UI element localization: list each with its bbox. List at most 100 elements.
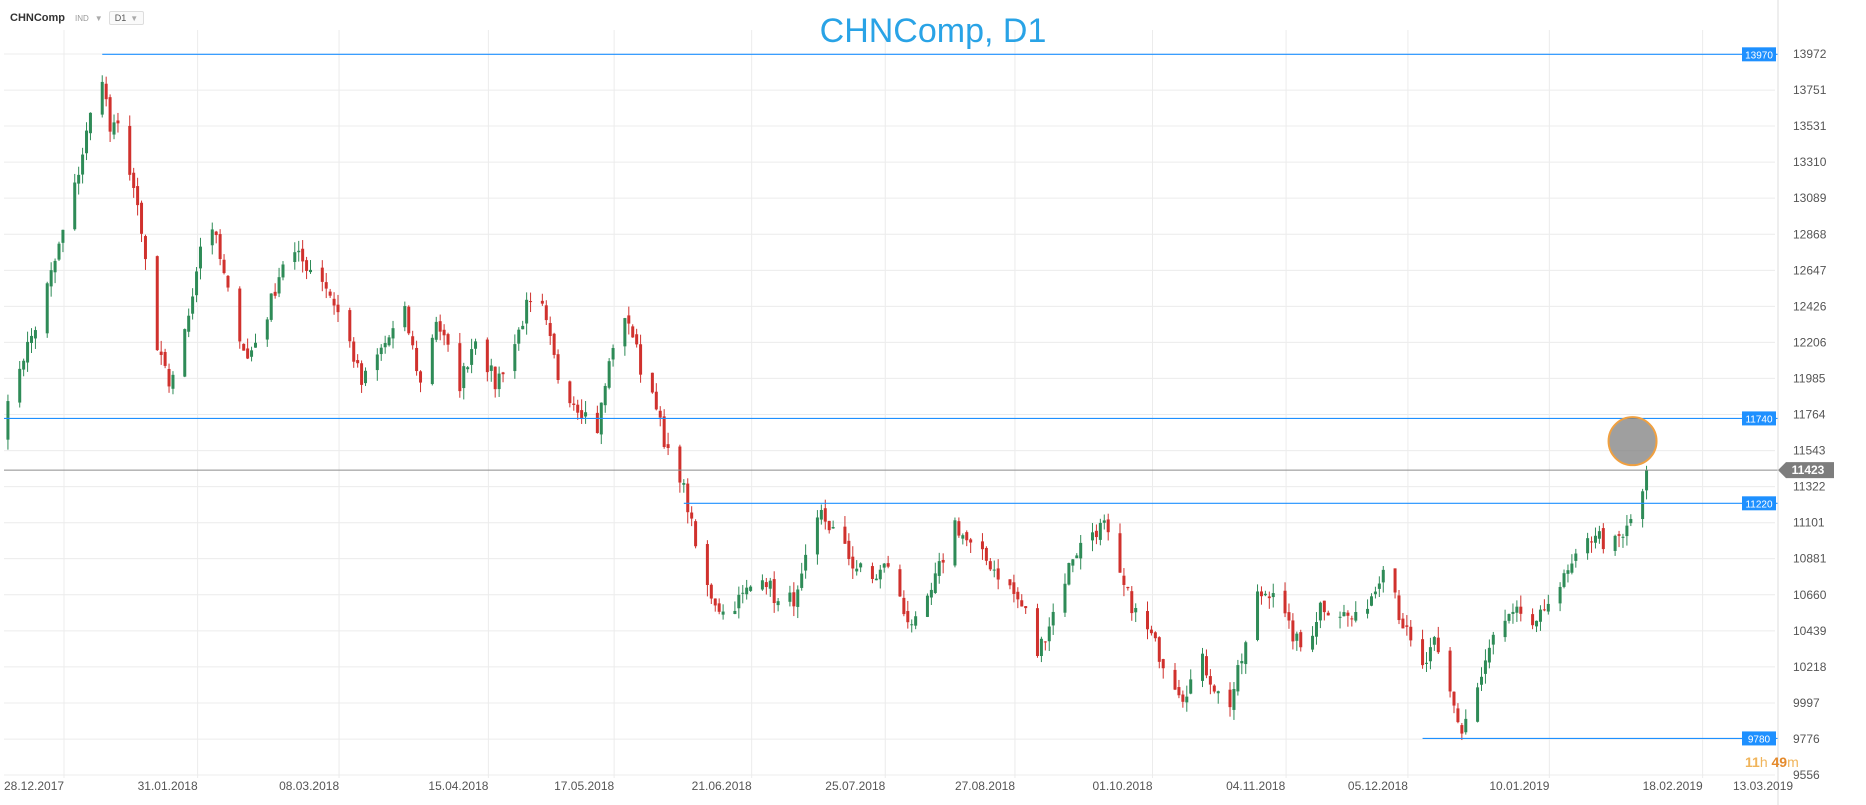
candle-body [792, 592, 796, 607]
candle-body [552, 333, 556, 355]
candle [1153, 631, 1157, 642]
candle [686, 478, 690, 524]
candle [992, 560, 996, 578]
candle [61, 229, 65, 253]
candle-body [1283, 590, 1287, 614]
candle [1271, 583, 1275, 608]
candle [458, 332, 462, 398]
candle-body [819, 509, 823, 520]
candle [434, 316, 438, 343]
candle [1145, 601, 1149, 640]
candle-body [163, 351, 167, 366]
candle [721, 604, 725, 620]
candle [1535, 620, 1539, 633]
y-tick-label: 12426 [1793, 299, 1827, 313]
candle-body [568, 381, 572, 404]
candle-body [544, 305, 548, 321]
candle-body [1480, 676, 1484, 685]
candle [1173, 663, 1177, 691]
x-tick-label: 21.06.2018 [692, 779, 752, 793]
candle [800, 562, 804, 591]
candle-body [1629, 519, 1633, 524]
candle [474, 338, 478, 355]
candle [804, 544, 808, 579]
candle [607, 358, 611, 390]
candle [760, 574, 764, 591]
candle [309, 260, 313, 274]
candle-body [1256, 591, 1260, 641]
candle-body [485, 339, 489, 373]
candle [1519, 595, 1523, 622]
candle-body [906, 611, 910, 623]
candle [265, 317, 269, 347]
candle [419, 370, 423, 393]
candle [1593, 527, 1597, 549]
candle [446, 332, 450, 352]
candle-body [874, 578, 878, 581]
candle [544, 300, 548, 326]
candle-body [694, 521, 698, 547]
candle [650, 372, 654, 394]
candle-body [1393, 568, 1397, 593]
candle [1256, 584, 1260, 642]
candle-body [650, 372, 654, 393]
level-value: 13970 [1745, 50, 1773, 61]
candle-body [1570, 563, 1574, 573]
candle-body [320, 267, 324, 282]
candle-body [898, 569, 902, 597]
candle-body [1546, 603, 1550, 612]
candle [1299, 629, 1303, 652]
candle [1118, 523, 1122, 573]
candle-body [627, 315, 631, 324]
y-tick-label: 10218 [1793, 660, 1827, 674]
candle [886, 555, 890, 569]
candle [1134, 603, 1138, 623]
y-tick-label: 12868 [1793, 227, 1827, 241]
candle [662, 409, 666, 449]
candle-body [218, 234, 222, 260]
candle-body [556, 354, 560, 381]
symbol-selector[interactable]: CHNComp [10, 12, 65, 24]
candle-body [851, 556, 855, 569]
candle [666, 432, 670, 456]
candle-body [572, 403, 576, 405]
candle-countdown-timer: 11h 49m [1745, 754, 1799, 770]
candle-body [226, 275, 230, 288]
candle [336, 294, 340, 323]
candle [167, 363, 171, 393]
candle [1232, 682, 1236, 720]
candle-body [800, 573, 804, 588]
candle-body [910, 624, 914, 626]
candle [277, 267, 281, 298]
candle-body [348, 310, 352, 342]
candle [1613, 534, 1617, 556]
candle [1487, 639, 1491, 669]
candle-body [1621, 536, 1625, 538]
candle-body [273, 291, 277, 296]
candle-body [1157, 637, 1161, 662]
timeframe-selector[interactable]: D1 ▼ [108, 11, 145, 25]
y-tick-label: 9997 [1793, 696, 1820, 710]
candle [1338, 611, 1342, 629]
candle-body [352, 341, 356, 362]
candle [1016, 587, 1020, 609]
x-tick-label: 05.12.2018 [1348, 779, 1408, 793]
candle-body [1189, 679, 1193, 694]
candle [1236, 659, 1240, 696]
candle-body [1464, 718, 1468, 733]
candle [497, 366, 501, 397]
candle [878, 564, 882, 589]
candle-body [902, 597, 906, 615]
candle-body [191, 296, 195, 314]
last-candle-highlight [1607, 416, 1658, 467]
candle-body [1271, 593, 1275, 598]
candle-body [81, 154, 85, 175]
symbol-dropdown-caret-icon[interactable]: ▼ [94, 13, 103, 23]
candle [1574, 548, 1578, 568]
candle [415, 340, 419, 376]
candle-body [721, 611, 725, 615]
candle [30, 328, 34, 354]
candle-body [1118, 533, 1122, 573]
candle [540, 293, 544, 306]
